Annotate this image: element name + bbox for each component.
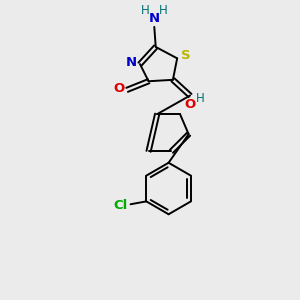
Text: Cl: Cl: [113, 199, 128, 212]
Text: H: H: [159, 4, 168, 17]
Text: H: H: [141, 4, 149, 17]
Text: N: N: [125, 56, 136, 69]
Text: O: O: [184, 98, 196, 111]
Text: H: H: [196, 92, 205, 105]
Text: S: S: [181, 49, 190, 62]
Text: O: O: [113, 82, 124, 95]
Text: N: N: [149, 12, 160, 25]
